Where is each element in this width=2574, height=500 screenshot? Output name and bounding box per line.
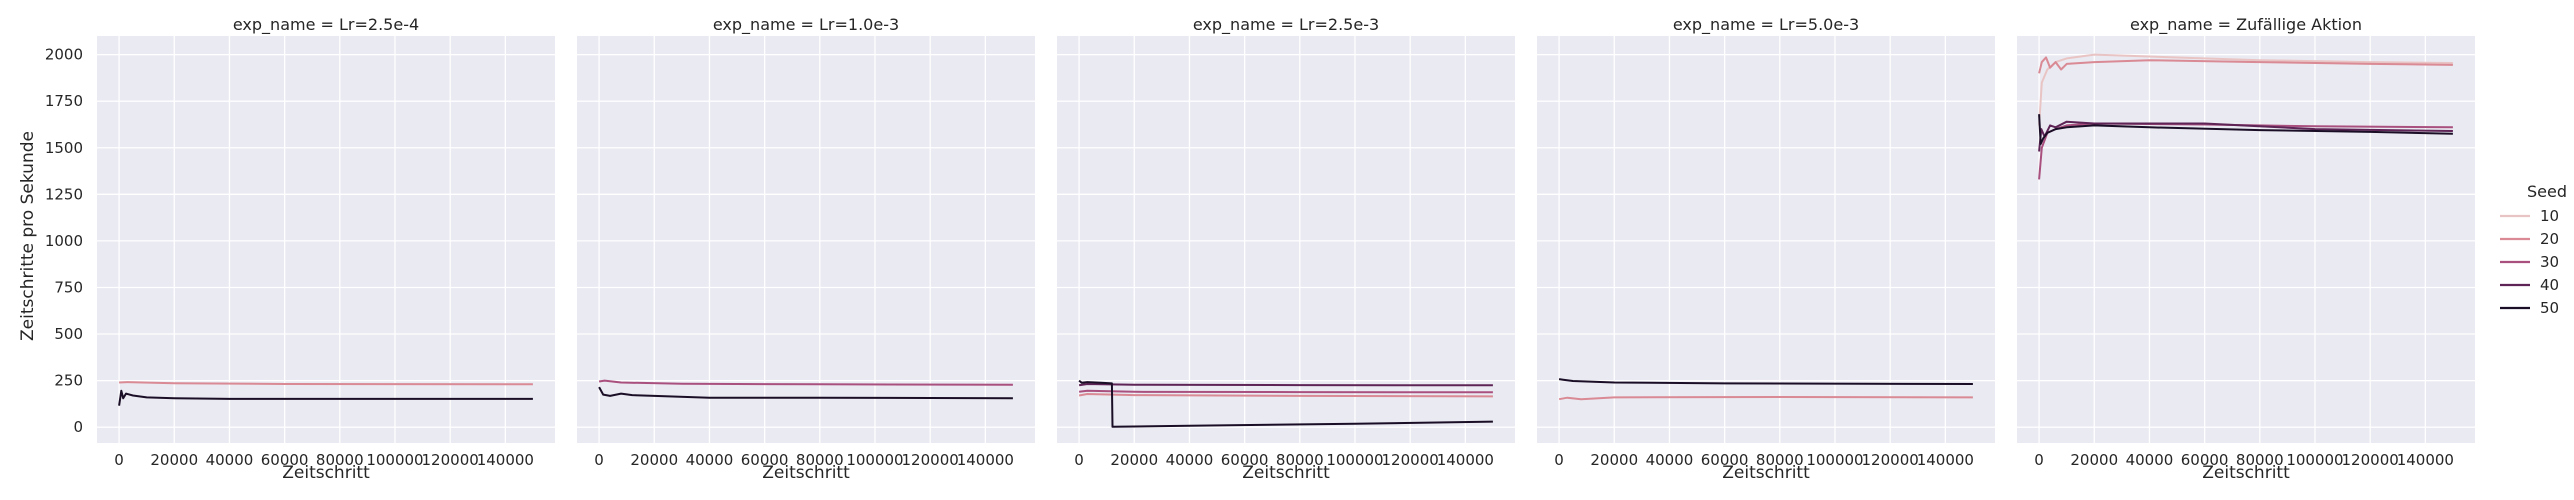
x-tick-label: 80000 — [316, 451, 364, 469]
legend-item-40: 40 — [2500, 276, 2559, 294]
x-tick-label: 60000 — [741, 451, 789, 469]
legend-label: 50 — [2540, 299, 2559, 317]
x-tick-label: 60000 — [2181, 451, 2229, 469]
plot-background — [577, 36, 1035, 443]
y-tick-label: 500 — [54, 325, 83, 343]
series-line-30 — [598, 379, 1013, 386]
series-line-20 — [2038, 56, 2453, 74]
series-line-50 — [118, 389, 533, 406]
series-line-50 — [598, 386, 1013, 400]
series-line-30 — [1078, 389, 1493, 394]
x-tick-label: 80000 — [1276, 451, 1324, 469]
y-tick-label: 1750 — [45, 92, 83, 110]
legend-label: 10 — [2540, 207, 2559, 225]
x-tick-label: 0 — [1074, 451, 1084, 469]
legend-label: 20 — [2540, 230, 2559, 248]
x-tick-label: 120000 — [902, 451, 959, 469]
plot-background — [97, 36, 555, 443]
x-tick-label: 100000 — [366, 451, 423, 469]
x-tick-label: 40000 — [206, 451, 254, 469]
legend-label: 30 — [2540, 253, 2559, 271]
x-tick-label: 20000 — [1590, 451, 1638, 469]
panel-title: exp_name = Lr=2.5e-3 — [1193, 15, 1379, 35]
x-tick-label: 60000 — [261, 451, 309, 469]
x-tick-label: 100000 — [1326, 451, 1383, 469]
x-tick-label: 80000 — [2236, 451, 2284, 469]
x-tick-label: 60000 — [1221, 451, 1269, 469]
x-tick-label: 0 — [114, 451, 124, 469]
series-line-40 — [1078, 383, 1493, 387]
x-axis-label: Zeitschritt — [282, 463, 370, 483]
x-tick-label: 80000 — [1756, 451, 1804, 469]
x-tick-label: 20000 — [630, 451, 678, 469]
x-tick-label: 20000 — [150, 451, 198, 469]
panel-title: exp_name = Lr=1.0e-3 — [713, 15, 899, 35]
panel-title: exp_name = Lr=2.5e-4 — [233, 15, 419, 35]
series-line-30 — [2038, 122, 2453, 180]
y-tick-label: 0 — [73, 418, 83, 436]
x-tick-label: 80000 — [796, 451, 844, 469]
panel-title: exp_name = Lr=5.0e-3 — [1673, 15, 1859, 35]
series-line-40 — [2038, 120, 2453, 152]
legend: Seed 10 20 30 40 50 — [2500, 182, 2567, 317]
plot-background — [1537, 36, 1995, 443]
series-line-20 — [1078, 393, 1493, 398]
x-tick-label: 40000 — [686, 451, 734, 469]
y-tick-label: 250 — [54, 372, 83, 390]
x-tick-label: 40000 — [1646, 451, 1694, 469]
x-tick-label: 140000 — [477, 451, 534, 469]
series-line-20 — [1558, 396, 1973, 401]
legend-item-30: 30 — [2500, 253, 2559, 271]
y-tick-label: 750 — [54, 278, 83, 296]
x-axis-label: Zeitschritt — [2202, 463, 2290, 483]
x-tick-label: 140000 — [957, 451, 1014, 469]
x-tick-label: 0 — [2034, 451, 2044, 469]
legend-item-10: 10 — [2500, 207, 2559, 225]
series-line-20 — [119, 381, 533, 386]
y-tick-label: 1250 — [45, 185, 83, 203]
x-tick-label: 60000 — [1701, 451, 1749, 469]
x-tick-label: 120000 — [1862, 451, 1919, 469]
x-tick-label: 120000 — [2342, 451, 2399, 469]
legend-label: 40 — [2540, 276, 2559, 294]
x-tick-label: 40000 — [2126, 451, 2174, 469]
plot-background — [1057, 36, 1515, 443]
x-tick-label: 140000 — [1917, 451, 1974, 469]
y-tick-label: 2000 — [45, 46, 83, 64]
legend-title: Seed — [2527, 182, 2567, 201]
series-line-50 — [1078, 379, 1493, 428]
series-line-50 — [1558, 378, 1973, 385]
x-tick-label: 140000 — [1437, 451, 1494, 469]
panel-title: exp_name = Zufällige Aktion — [2130, 15, 2362, 35]
x-tick-label: 40000 — [1166, 451, 1214, 469]
x-tick-label: 120000 — [1382, 451, 1439, 469]
x-tick-label: 100000 — [1806, 451, 1863, 469]
x-tick-label: 0 — [594, 451, 604, 469]
x-tick-label: 20000 — [1110, 451, 1158, 469]
series-line-10 — [2038, 53, 2453, 126]
x-tick-label: 120000 — [422, 451, 479, 469]
x-tick-label: 0 — [1554, 451, 1564, 469]
x-tick-label: 100000 — [846, 451, 903, 469]
x-tick-label: 20000 — [2070, 451, 2118, 469]
legend-item-50: 50 — [2500, 299, 2559, 317]
series-line-50 — [2038, 114, 2453, 145]
plot-background — [2017, 36, 2475, 443]
x-tick-label: 100000 — [2286, 451, 2343, 469]
legend-item-20: 20 — [2500, 230, 2559, 248]
x-axis-label: Zeitschritt — [1722, 463, 1810, 483]
y-axis-label: Zeitschritte pro Sekunde — [18, 131, 38, 341]
x-tick-label: 140000 — [2397, 451, 2454, 469]
y-tick-label: 1000 — [45, 232, 83, 250]
y-tick-label: 1500 — [45, 139, 83, 157]
x-axis-label: Zeitschritt — [762, 463, 850, 483]
x-axis-label: Zeitschritt — [1242, 463, 1330, 483]
